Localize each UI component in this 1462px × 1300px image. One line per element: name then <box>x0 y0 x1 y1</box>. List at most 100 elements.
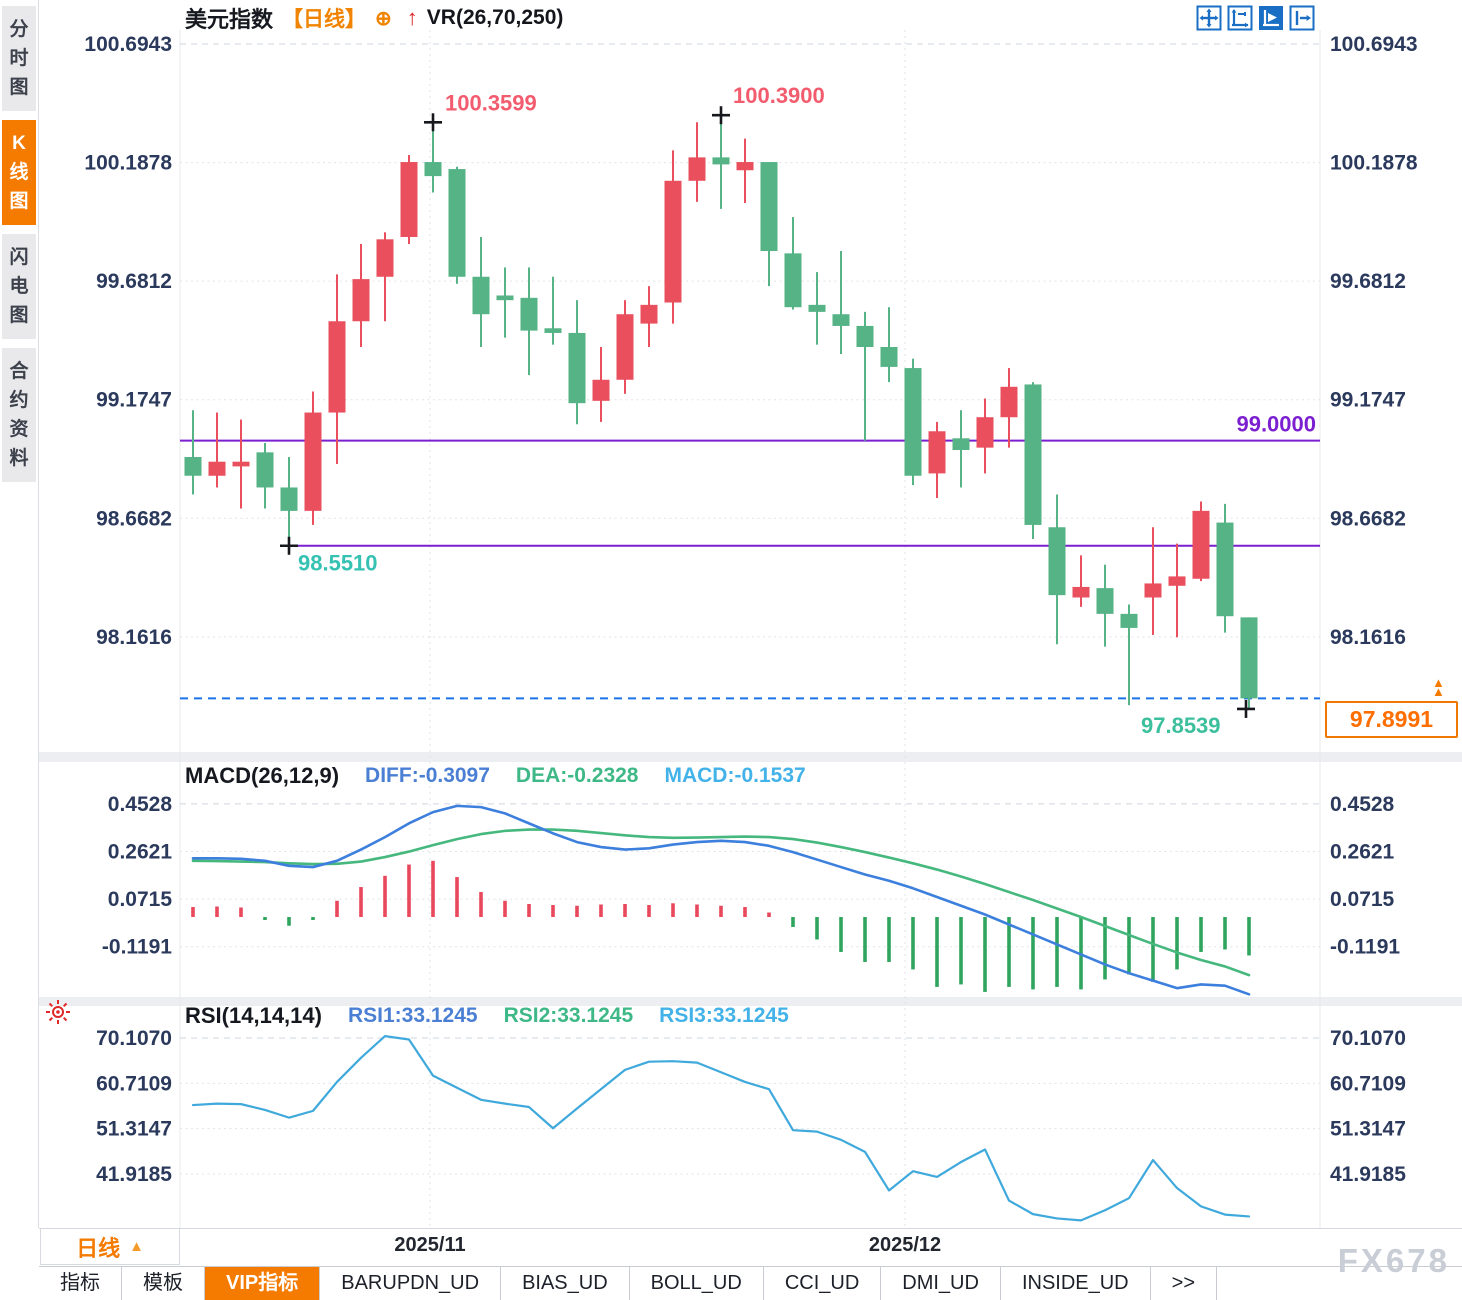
rsi-axis-label-left: 41.9185 <box>96 1163 172 1186</box>
period-selector-button[interactable]: 日线 ▲ <box>40 1228 180 1265</box>
axis-play-icon[interactable] <box>1258 5 1284 31</box>
candle-body <box>616 314 634 380</box>
bottom-tab-2[interactable]: VIP指标 <box>205 1267 321 1300</box>
candle-body <box>1096 588 1114 614</box>
macd-title: MACD(26,12,9) <box>185 763 340 788</box>
candle-body <box>352 279 370 322</box>
candle-body <box>1216 522 1234 617</box>
candle-body <box>1144 583 1162 598</box>
macd-bar <box>575 905 579 917</box>
candle-body <box>904 368 922 476</box>
macd-bar <box>671 903 675 917</box>
candle-body <box>784 253 802 308</box>
bottom-tab-9[interactable]: >> <box>1151 1267 1217 1300</box>
macd-bar <box>743 907 747 917</box>
macd-bar <box>287 917 291 926</box>
rsi-axis-label-left: 60.7109 <box>96 1072 172 1095</box>
price-axis-label-right: 98.1616 <box>1330 626 1406 649</box>
macd-bar <box>215 906 219 917</box>
price-axis-label-right: 100.1878 <box>1330 152 1418 175</box>
price-axis-label-left: 98.1616 <box>96 626 172 649</box>
candle-body <box>304 412 322 511</box>
macd-axis-label-left: -0.1191 <box>102 936 172 959</box>
sidebar-tab-3[interactable]: 合约资料 <box>2 348 36 482</box>
bottom-tab-3[interactable]: BARUPDN_UD <box>320 1267 502 1300</box>
macd-bar <box>551 905 555 917</box>
candle-body <box>1072 586 1090 598</box>
macd-bar <box>431 860 435 917</box>
macd-bar <box>599 904 603 917</box>
macd-axis-label-left: 0.4528 <box>108 793 173 816</box>
macd-axis-label-left: 0.0715 <box>108 888 173 911</box>
macd-bar <box>1031 917 1035 990</box>
macd-dea-value: DEA:-0.2328 <box>515 764 639 787</box>
sidebar-tab-0[interactable]: 分时图 <box>2 6 36 111</box>
bottom-tab-1[interactable]: 模板 <box>122 1267 205 1300</box>
rsi-header: RSI(14,14,14) RSI1:33.1245 RSI2:33.1245 … <box>185 1003 789 1029</box>
macd-bar <box>647 905 651 917</box>
price-axis-label-left: 98.6682 <box>96 507 172 530</box>
current-price-box: 97.8991 <box>1325 701 1458 738</box>
symbol-title: 美元指数 <box>185 7 274 32</box>
bottom-tab-0[interactable]: 指标 <box>39 1267 122 1300</box>
candle-body <box>520 297 538 331</box>
rsi-title: RSI(14,14,14) <box>185 1003 322 1028</box>
chart-header: 美元指数 【日线】 ⊕ ↑ VR(26,70,250) <box>185 4 563 32</box>
macd-dea-line <box>191 828 1251 977</box>
price-annotation: 97.8539 <box>1141 713 1221 738</box>
macd-bar <box>1199 917 1203 952</box>
goto-latest-icon[interactable] <box>1289 5 1315 31</box>
macd-bar <box>959 917 963 985</box>
candle-body <box>400 162 418 237</box>
bottom-tab-4[interactable]: BIAS_UD <box>501 1267 630 1300</box>
bottom-tab-5[interactable]: BOLL_UD <box>630 1267 764 1300</box>
indicator-settings-sun-icon[interactable] <box>44 998 72 1026</box>
macd-diff-value: DIFF:-0.3097 <box>365 764 490 787</box>
price-annotation: 100.3599 <box>445 90 537 115</box>
axis-range-icon[interactable] <box>1227 5 1253 31</box>
price-axis-label-left: 99.1747 <box>96 389 172 412</box>
red-up-arrow-icon: ↑ <box>406 5 418 30</box>
pan-crosshair-icon[interactable] <box>1196 5 1222 31</box>
macd-bar <box>1007 917 1011 987</box>
candle-body <box>184 457 202 476</box>
price-axis-label-left: 99.6812 <box>96 270 172 293</box>
macd-bar <box>527 904 531 917</box>
macd-bar <box>383 875 387 917</box>
pane-separator-1 <box>39 752 1462 762</box>
candle-body <box>1024 384 1042 525</box>
candle-body <box>496 295 514 301</box>
rsi-axis-label-left: 51.3147 <box>96 1118 172 1141</box>
chart-area[interactable]: 100.6943 100.6943 100.1878 100.1878 99.6812 9… <box>0 0 1462 1228</box>
macd-bar <box>1151 917 1155 982</box>
macd-axis-label-right: 0.0715 <box>1330 888 1395 911</box>
indicator-tab-bar: 指标 模板 VIP指标 BARUPDN_UD BIAS_UD BOLL_UD CCI_UD D… <box>39 1266 1462 1300</box>
target-plus-icon[interactable]: ⊕ <box>375 7 392 30</box>
current-price-value: 97.8991 <box>1349 706 1434 732</box>
bottom-tab-7[interactable]: DMI_UD <box>881 1267 1001 1300</box>
price-axis-label-left: 100.1878 <box>84 152 172 175</box>
price-annotation: 99.0000 <box>1236 412 1316 437</box>
sidebar-tab-2[interactable]: 闪电图 <box>2 234 36 339</box>
macd-bar <box>1175 917 1179 970</box>
rsi-axis-label-right: 60.7109 <box>1330 1072 1406 1095</box>
price-annotation: 100.3900 <box>733 83 825 108</box>
macd-bar <box>815 917 819 940</box>
price-axis-label-right: 99.1747 <box>1330 389 1406 412</box>
candle-body <box>952 438 970 450</box>
period-label: 日线 <box>76 1235 121 1261</box>
bottom-tab-8[interactable]: INSIDE_UD <box>1001 1267 1151 1300</box>
candle-body <box>736 162 754 171</box>
macd-axis-label-right: 0.2621 <box>1330 841 1395 864</box>
candle-body <box>328 321 346 413</box>
chart-toolbar <box>1196 5 1315 31</box>
macd-bar <box>455 877 459 917</box>
bottom-tab-6[interactable]: CCI_UD <box>764 1267 882 1300</box>
macd-bar <box>887 917 891 962</box>
macd-bar <box>191 907 195 917</box>
period-tag[interactable]: 【日线】 <box>282 8 367 31</box>
macd-bar <box>1055 917 1059 987</box>
